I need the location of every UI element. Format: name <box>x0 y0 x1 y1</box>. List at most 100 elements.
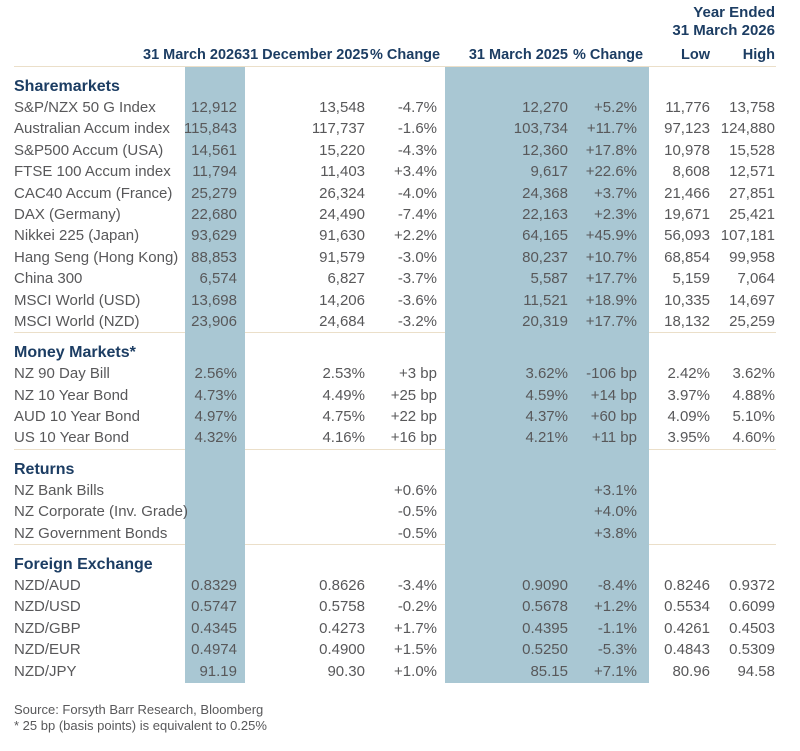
cell-value <box>642 501 715 522</box>
cell-value: 12,360 <box>522 141 568 159</box>
cell-value: +16 bp <box>390 429 437 447</box>
source-note: Source: Forsyth Barr Research, Bloomberg <box>14 701 264 717</box>
cell-value: 4.73% <box>194 386 237 404</box>
cell-value: +17.8% <box>585 141 637 159</box>
cell-value <box>143 480 242 501</box>
cell-value: 0.4345 <box>191 619 237 637</box>
column-header-31-march-2026: 31 March 2026 <box>143 47 243 63</box>
row-label: Hang Seng (Hong Kong) <box>14 248 179 266</box>
cell-value: 11,794 <box>192 163 237 181</box>
cell-value: 0.5758 <box>319 598 365 616</box>
cell-value: 26,324 <box>319 184 365 202</box>
row-label: MSCI World (USD) <box>14 291 141 309</box>
cell-value: 0.8329 <box>191 577 237 595</box>
cell-value: 6,574 <box>199 270 237 288</box>
table-row: NZ Bank Bills +0.6% +3.1% <box>0 480 780 501</box>
cell-value: 4.32% <box>194 429 237 447</box>
cell-value: 4.49% <box>322 386 365 404</box>
table-row: NZD/JPY 91.19 90.30 +1.0% 85.15 +7.1% 80… <box>0 661 780 682</box>
cell-value <box>242 480 370 501</box>
cell-value: 107,181 <box>720 227 775 245</box>
cell-value <box>242 501 370 522</box>
cell-value: 99,958 <box>729 248 775 266</box>
cell-value: +1.7% <box>394 619 437 637</box>
table-row: US 10 Year Bond 4.32% 4.16% +16 bp 4.21%… <box>0 427 780 448</box>
cell-value: +3 bp <box>399 365 437 383</box>
cell-value: -1.6% <box>397 120 437 138</box>
cell-value: +18.9% <box>585 291 637 309</box>
cell-value: 4.37% <box>525 408 568 426</box>
cell-value: 91,579 <box>319 248 365 266</box>
table-row: China 300 6,574 6,827 -3.7% 5,587 +17.7%… <box>0 268 780 289</box>
highlight-band-31-march-2025 <box>445 67 649 683</box>
cell-value: 2.53% <box>322 365 365 383</box>
cell-value <box>642 480 715 501</box>
cell-value: 4.16% <box>322 429 365 447</box>
cell-value: 80,237 <box>522 248 568 266</box>
table-row: NZD/EUR 0.4974 0.4900 +1.5% 0.5250 -5.3%… <box>0 639 780 660</box>
cell-value: 12,912 <box>191 99 237 116</box>
cell-value: 3.62% <box>525 365 568 383</box>
section-rows: S&P/NZX 50 G Index 12,912 13,548 -4.7% 1… <box>0 97 800 332</box>
cell-value: +5.2% <box>594 99 637 116</box>
table-row: NZ 90 Day Bill 2.56% 2.53% +3 bp 3.62% -… <box>0 363 780 384</box>
cell-value: 10,978 <box>664 141 710 159</box>
cell-value: 0.4261 <box>664 619 710 637</box>
cell-value: 64,165 <box>522 227 568 245</box>
row-label: CAC40 Accum (France) <box>14 184 173 202</box>
cell-value <box>715 523 780 544</box>
cell-value: 13,758 <box>729 99 775 116</box>
column-header-low: Low <box>681 47 710 63</box>
section-title: Sharemarkets <box>14 78 120 95</box>
cell-value: 6,827 <box>327 270 365 288</box>
row-label: NZD/JPY <box>14 662 77 680</box>
cell-value: 4.75% <box>322 408 365 426</box>
cell-value: +25 bp <box>390 386 437 404</box>
cell-value: 94.58 <box>737 662 775 680</box>
cell-value: +60 bp <box>590 408 637 426</box>
cell-value: -3.0% <box>397 248 437 266</box>
cell-value: -3.7% <box>397 270 437 288</box>
cell-value: 93,629 <box>191 227 237 245</box>
row-label: NZ Corporate (Inv. Grade) <box>14 503 188 521</box>
cell-value <box>442 480 573 501</box>
cell-value: 0.6099 <box>729 598 775 616</box>
cell-value: +17.7% <box>585 270 637 288</box>
cell-value: 19,671 <box>664 205 710 223</box>
cell-value: 91.19 <box>199 662 237 680</box>
cell-value: 0.8246 <box>664 577 710 595</box>
cell-value: +11 bp <box>591 429 637 447</box>
cell-value: 0.9372 <box>729 577 775 595</box>
cell-value: +3.7% <box>594 184 637 202</box>
cell-value: 3.62% <box>732 365 775 383</box>
cell-value: 18,132 <box>664 312 710 330</box>
table-row: NZ 10 Year Bond 4.73% 4.49% +25 bp 4.59%… <box>0 385 780 406</box>
table-row: DAX (Germany) 22,680 24,490 -7.4% 22,163… <box>0 204 780 225</box>
cell-value: 23,906 <box>191 312 237 330</box>
table-row: S&P/NZX 50 G Index 12,912 13,548 -4.7% 1… <box>0 97 780 118</box>
cell-value: -3.4% <box>397 577 437 595</box>
cell-value: -5.3% <box>597 641 637 659</box>
cell-value: 4.88% <box>732 386 775 404</box>
row-label: S&P/NZX 50 G Index <box>14 99 156 116</box>
table-body: Sharemarkets S&P/NZX 50 G Index 12,912 1… <box>0 66 800 682</box>
column-header-31-december-2025: 31 December 2025 <box>242 47 369 63</box>
cell-value: -4.0% <box>397 184 437 202</box>
table-row: CAC40 Accum (France) 25,279 26,324 -4.0%… <box>0 183 780 204</box>
cell-value: 21,466 <box>664 184 710 202</box>
cell-value: +22.6% <box>585 163 637 181</box>
cell-value: 2.42% <box>667 365 710 383</box>
cell-value: 14,697 <box>729 291 775 309</box>
table-row: Hang Seng (Hong Kong) 88,853 91,579 -3.0… <box>0 247 780 268</box>
cell-value: -4.7% <box>397 99 437 116</box>
cell-value: -0.5% <box>397 524 437 542</box>
cell-value: -8.4% <box>597 577 637 595</box>
cell-value: 80.96 <box>672 662 710 680</box>
cell-value <box>715 480 780 501</box>
cell-value: 117,737 <box>311 120 365 138</box>
cell-value: 3.97% <box>667 386 710 404</box>
section-rows: NZD/AUD 0.8329 0.8626 -3.4% 0.9090 -8.4%… <box>0 575 800 682</box>
cell-value: 7,064 <box>737 270 775 288</box>
cell-value: +2.3% <box>594 205 637 223</box>
row-label: NZD/EUR <box>14 641 81 659</box>
